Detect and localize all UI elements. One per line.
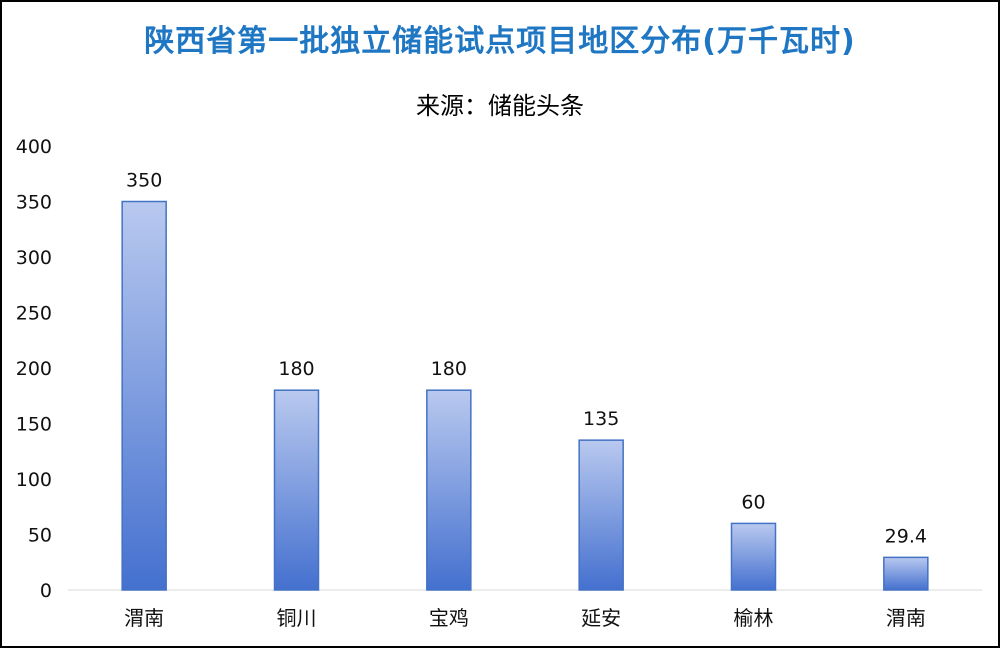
data-label: 350: [126, 170, 162, 192]
x-category-label: 渭南: [886, 606, 926, 630]
y-tick-label: 100: [16, 469, 52, 491]
data-label: 180: [278, 358, 314, 380]
y-tick-label: 200: [16, 358, 52, 380]
x-category-label: 榆林: [734, 606, 774, 630]
y-tick-label: 350: [16, 192, 52, 214]
x-axis-categories: 渭南 铜川 宝鸡 延安 榆林 渭南: [124, 606, 926, 630]
y-axis: 0 50 100 150 200 250 300 350 400: [16, 136, 52, 602]
x-category-label: 延安: [581, 606, 621, 630]
x-category-label: 宝鸡: [429, 606, 469, 630]
bar: [273, 389, 320, 591]
bar: [426, 389, 472, 591]
bar: [578, 439, 624, 591]
bars: [121, 200, 929, 591]
chart-title: 陕西省第一批独立储能试点项目地区分布(万千瓦时): [144, 24, 856, 59]
y-tick-label: 0: [40, 580, 52, 602]
data-label: 60: [741, 491, 765, 513]
x-category-label: 渭南: [124, 606, 164, 630]
bar: [730, 522, 777, 591]
data-label: 135: [583, 408, 619, 430]
x-category-label: 铜川: [277, 606, 317, 630]
data-label: 29.4: [885, 525, 927, 547]
y-tick-label: 50: [28, 525, 52, 547]
y-tick-label: 400: [16, 136, 52, 158]
data-label: 180: [431, 358, 467, 380]
bar: [883, 556, 929, 591]
y-tick-label: 300: [16, 247, 52, 269]
y-tick-label: 150: [16, 414, 52, 436]
chart-subtitle: 来源：储能头条: [416, 92, 584, 120]
bar: [121, 200, 167, 591]
y-tick-label: 250: [16, 303, 52, 325]
data-labels: 350 180 180 135 60 29.4: [126, 170, 927, 548]
